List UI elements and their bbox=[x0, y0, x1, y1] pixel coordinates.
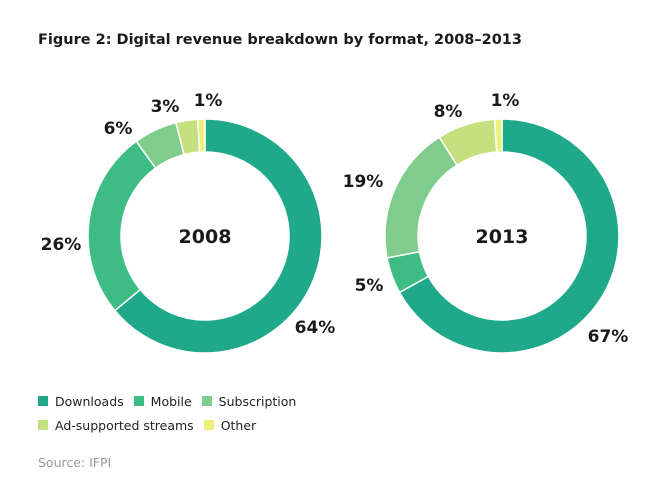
legend: Downloads Mobile Subscription Ad-support… bbox=[38, 390, 358, 438]
data-label-2008-subscription: 6% bbox=[104, 119, 133, 139]
legend-swatch-subscription bbox=[201, 396, 212, 406]
legend-swatch-mobile bbox=[133, 396, 144, 406]
legend-item-ad-supported-streams: Ad-supported streams bbox=[38, 418, 194, 433]
center-label-2013: 2013 bbox=[476, 226, 529, 248]
legend-label-mobile: Mobile bbox=[150, 393, 192, 409]
legend-swatch-downloads bbox=[38, 396, 48, 406]
legend-swatch-other bbox=[203, 420, 214, 430]
data-label-2013-mobile: 5% bbox=[355, 276, 384, 296]
slice-2013-other bbox=[493, 118, 503, 153]
legend-item-mobile: Mobile bbox=[133, 393, 192, 409]
slice-2013-subscription bbox=[384, 136, 459, 259]
data-label-2013-downloads: 67% bbox=[588, 327, 629, 347]
slice-2013-downloads bbox=[398, 118, 620, 354]
legend-item-other: Other bbox=[203, 417, 257, 433]
slice-2008-mobile bbox=[87, 140, 157, 312]
legend-label-other: Other bbox=[220, 417, 257, 433]
legend-row-1: Downloads Mobile Subscription bbox=[38, 390, 358, 412]
legend-item-subscription: Subscription bbox=[201, 393, 297, 409]
slice-2008-other bbox=[196, 118, 206, 153]
legend-label-subscription: Subscription bbox=[218, 393, 297, 409]
donut-chart-2008: 64% 26% 6% 3% 1% 2008 bbox=[41, 91, 336, 354]
data-label-2013-ad-supported-streams: 8% bbox=[434, 102, 463, 122]
data-label-2008-ad-supported-streams: 3% bbox=[151, 97, 180, 117]
data-label-2013-subscription: 19% bbox=[343, 172, 384, 192]
legend-item-downloads: Downloads bbox=[38, 394, 124, 409]
source-note: Source: IFPI bbox=[38, 455, 112, 470]
legend-label-downloads: Downloads bbox=[55, 393, 124, 409]
slice-2008-downloads bbox=[113, 118, 323, 354]
center-label-2008: 2008 bbox=[179, 226, 232, 248]
data-label-2008-other: 1% bbox=[194, 91, 223, 111]
legend-row-2: Ad-supported streams Other bbox=[38, 414, 358, 436]
donut-chart-2013: 67% 5% 19% 8% 1% 2013 bbox=[343, 91, 629, 354]
data-label-2008-downloads: 64% bbox=[295, 318, 336, 338]
legend-swatch-ad-supported-streams bbox=[38, 420, 48, 430]
data-label-2008-mobile: 26% bbox=[41, 235, 82, 255]
figure-title: Figure 2: Digital revenue breakdown by f… bbox=[38, 32, 522, 48]
data-label-2013-other: 1% bbox=[491, 91, 520, 111]
legend-label-ad-supported-streams: Ad-supported streams bbox=[55, 417, 194, 433]
